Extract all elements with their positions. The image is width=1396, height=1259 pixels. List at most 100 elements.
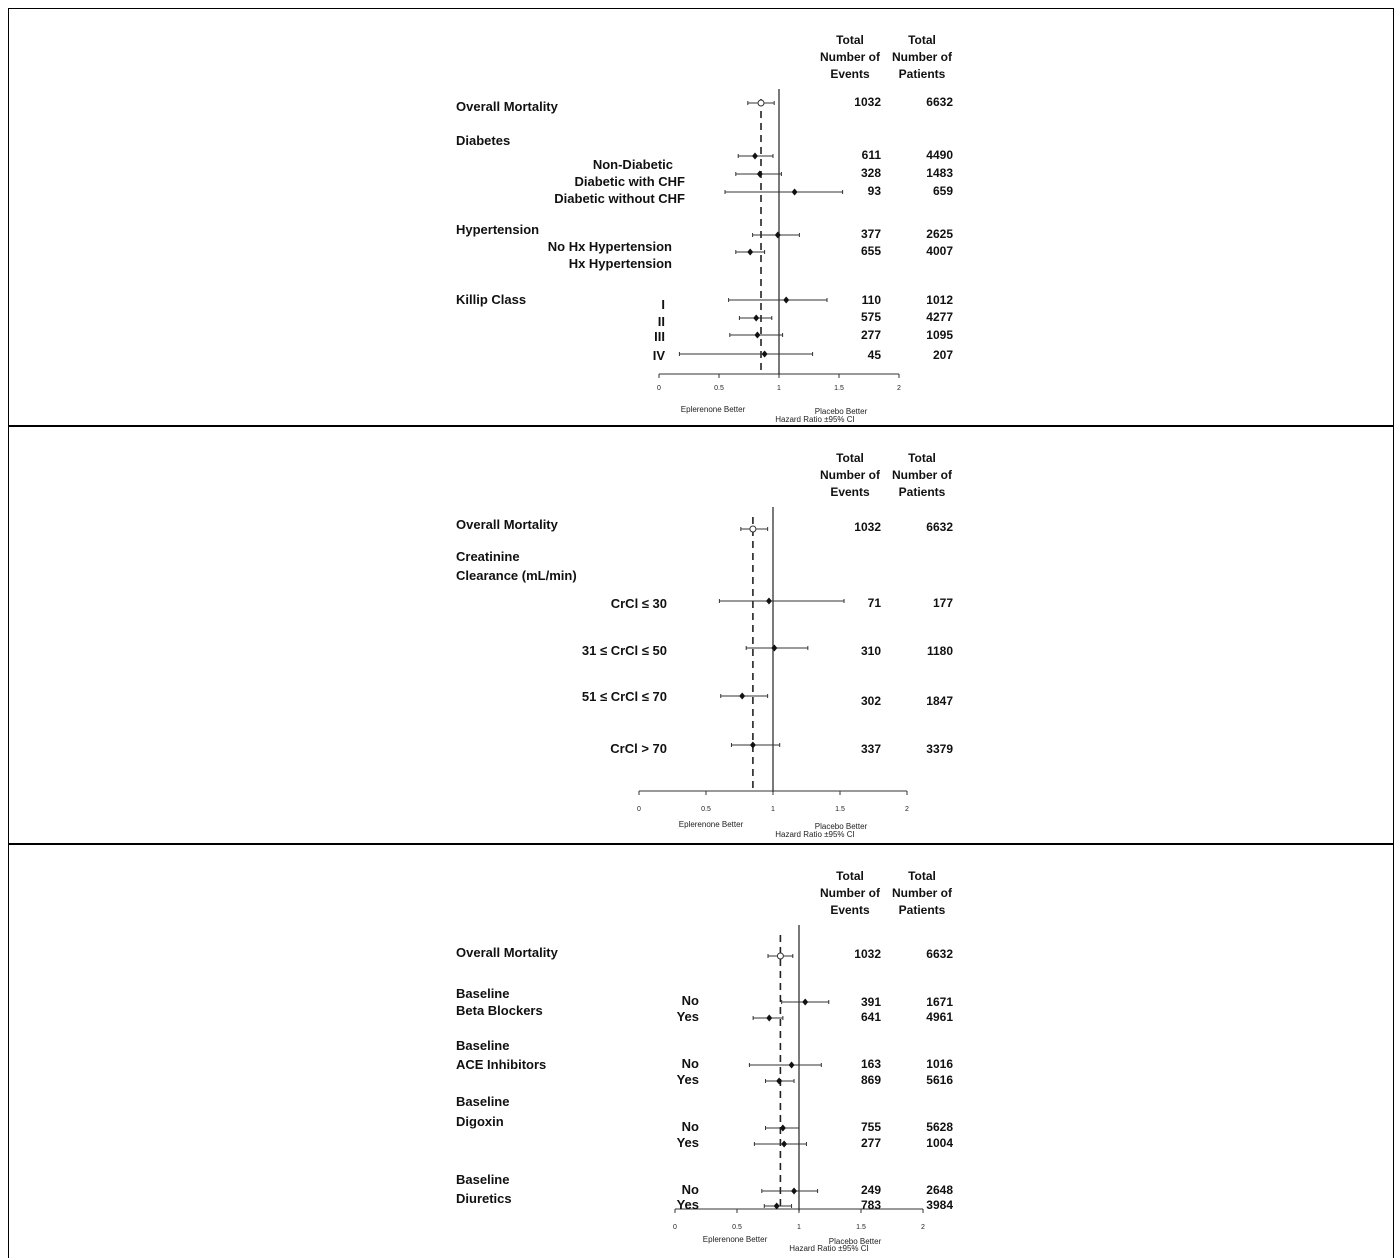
events-value: 277 xyxy=(861,1136,881,1150)
patients-column-header: Total xyxy=(908,33,936,47)
events-value: 163 xyxy=(861,1057,881,1071)
hazard-ratio-point xyxy=(781,1140,788,1148)
patients-value: 6632 xyxy=(926,947,953,961)
events-column-header: Number of xyxy=(820,468,881,482)
eplerenone-better-label: Eplerenone Better xyxy=(681,405,746,414)
eplerenone-better-label: Eplerenone Better xyxy=(679,820,744,829)
subgroup-label: CrCl ≤ 30 xyxy=(611,596,667,611)
hazard-ratio-point xyxy=(791,188,798,196)
group-heading: Overall Mortality xyxy=(456,945,559,960)
subgroup-label: Non-Diabetic xyxy=(593,157,673,172)
x-axis-title: Hazard Ratio ±95% CI xyxy=(775,415,855,424)
subgroup-label: Yes xyxy=(677,1009,699,1024)
subgroup-label: 51 ≤ CrCl ≤ 70 xyxy=(582,689,667,704)
events-value: 71 xyxy=(868,596,882,610)
eplerenone-better-label: Eplerenone Better xyxy=(703,1235,768,1244)
patients-value: 4490 xyxy=(926,148,953,162)
subgroup-label: Hx Hypertension xyxy=(569,256,672,271)
events-value: 93 xyxy=(868,184,882,198)
subgroup-label: 31 ≤ CrCl ≤ 50 xyxy=(582,643,667,658)
x-axis-tick-label: 0.5 xyxy=(701,806,711,813)
group-heading: Baseline xyxy=(456,1094,509,1109)
events-column-header: Total xyxy=(836,33,864,47)
group-heading: Killip Class xyxy=(456,292,526,307)
patients-column-header: Number of xyxy=(892,886,953,900)
forest-plot-baseline-medications: Total Number of Events Total Number of Patien… xyxy=(456,869,953,1253)
subgroup-label: Yes xyxy=(677,1072,699,1087)
events-column-header: Number of xyxy=(820,50,881,64)
forest-plot-panel-baseline-meds: Total Number of Events Total Number of Patien… xyxy=(8,844,1394,1258)
hazard-ratio-point-overall xyxy=(757,99,765,107)
events-value: 302 xyxy=(861,694,881,708)
x-axis-tick-label: 2 xyxy=(921,1224,925,1231)
x-axis-tick-label: 1 xyxy=(777,385,781,392)
patients-column-header: Total xyxy=(908,451,936,465)
placebo-better-label: Placebo Better xyxy=(829,1237,882,1246)
patients-value: 5628 xyxy=(926,1120,953,1134)
patients-column-header: Patients xyxy=(899,67,946,81)
x-axis-tick-label: 0 xyxy=(657,385,661,392)
x-axis-tick-label: 0.5 xyxy=(714,385,724,392)
subgroup-label: Yes xyxy=(677,1135,699,1150)
x-axis-title: Hazard Ratio ±95% CI xyxy=(775,830,855,839)
hazard-ratio-point xyxy=(749,741,756,749)
hazard-ratio-point xyxy=(752,152,758,160)
x-axis-tick-label: 1.5 xyxy=(856,1224,866,1231)
patients-value: 1004 xyxy=(926,1136,953,1150)
hazard-ratio-point xyxy=(783,296,790,304)
events-column-header: Total xyxy=(836,869,864,883)
hazard-ratio-point xyxy=(774,231,781,239)
patients-value: 6632 xyxy=(926,520,953,534)
forest-plot-panel-subgroups: Total Number of Events Total Number of Patien… xyxy=(8,8,1394,426)
events-value: 249 xyxy=(861,1183,881,1197)
subgroup-label: No xyxy=(682,993,699,1008)
events-column-header: Number of xyxy=(820,886,881,900)
patients-value: 177 xyxy=(933,596,953,610)
events-value: 277 xyxy=(861,328,881,342)
patients-column-header: Patients xyxy=(899,903,946,917)
subgroup-label: No xyxy=(682,1056,699,1071)
events-value: 328 xyxy=(861,166,881,180)
events-value: 1032 xyxy=(854,95,881,109)
patients-value: 4277 xyxy=(926,310,953,324)
patients-value: 1671 xyxy=(926,995,953,1009)
patients-column-header: Number of xyxy=(892,50,953,64)
group-heading: Overall Mortality xyxy=(456,517,559,532)
events-value: 337 xyxy=(861,742,881,756)
subgroup-label: No Hx Hypertension xyxy=(548,239,672,254)
subgroup-label: III xyxy=(654,329,665,344)
subgroup-label: No xyxy=(682,1182,699,1197)
hazard-ratio-point xyxy=(791,1187,798,1195)
patients-value: 6632 xyxy=(926,95,953,109)
group-heading: Diabetes xyxy=(456,133,510,148)
subgroup-label: IV xyxy=(653,348,666,363)
subgroup-label: No xyxy=(682,1119,699,1134)
patients-column-header: Patients xyxy=(899,485,946,499)
forest-plot-panel-creatinine: Total Number of Events Total Number of Patien… xyxy=(8,426,1394,844)
hazard-ratio-point xyxy=(788,1061,795,1069)
patients-value: 1016 xyxy=(926,1057,953,1071)
x-axis-tick-label: 1 xyxy=(797,1224,801,1231)
group-heading: Beta Blockers xyxy=(456,1003,543,1018)
patients-value: 1012 xyxy=(926,293,953,307)
events-value: 655 xyxy=(861,244,881,258)
placebo-better-label: Placebo Better xyxy=(815,822,868,831)
hazard-ratio-point xyxy=(771,644,778,652)
subgroup-label: Diabetic with CHF xyxy=(574,174,685,189)
hazard-ratio-point xyxy=(766,1014,773,1022)
hazard-ratio-point xyxy=(753,314,760,322)
hazard-ratio-point xyxy=(779,1124,786,1132)
patients-value: 1095 xyxy=(926,328,953,342)
x-axis-tick-label: 1 xyxy=(771,806,775,813)
hazard-ratio-point xyxy=(761,350,768,358)
hazard-ratio-point xyxy=(756,170,763,178)
forest-plot-diabetes-hypertension-killip: Total Number of Events Total Number of Patien… xyxy=(456,33,953,424)
forest-plot-creatinine-clearance: Total Number of Events Total Number of Patien… xyxy=(456,451,953,839)
group-heading: Creatinine xyxy=(456,549,520,564)
events-value: 869 xyxy=(861,1073,881,1087)
events-value: 575 xyxy=(861,310,881,324)
group-heading: ACE Inhibitors xyxy=(456,1057,546,1072)
events-value: 1032 xyxy=(854,520,881,534)
x-axis-tick-label: 2 xyxy=(905,806,909,813)
hazard-ratio-point xyxy=(776,1077,783,1085)
